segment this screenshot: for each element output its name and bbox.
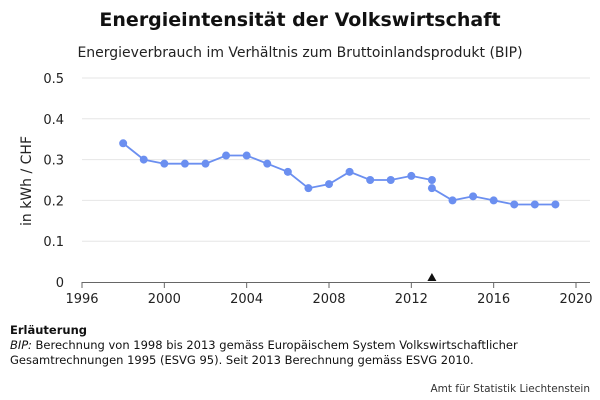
x-tick-label: 2004 (230, 292, 263, 307)
notes-term: BIP: (10, 338, 32, 352)
chart-title: Energieintensität der Volkswirtschaft (99, 9, 500, 31)
data-point (530, 200, 539, 209)
series-line (122, 142, 433, 190)
y-tick-label: 0 (56, 276, 64, 291)
break-marker (427, 273, 437, 281)
data-point (469, 192, 478, 201)
data-point (160, 159, 169, 168)
grid-lines (82, 77, 590, 242)
data-point (386, 176, 395, 184)
data-point (325, 180, 333, 189)
data-point (119, 139, 128, 148)
x-tick-label: 2008 (312, 292, 345, 307)
data-point (366, 176, 375, 184)
data-point (448, 196, 457, 205)
data-point (201, 159, 210, 168)
x-tick-label: 1996 (65, 292, 98, 307)
data-point (242, 151, 251, 160)
y-tick-label: 0.3 (43, 154, 64, 169)
notes-heading: Erläuterung (10, 323, 87, 337)
y-axis-label: in kWh / CHF (19, 136, 35, 226)
y-tick-label: 0.2 (43, 194, 64, 209)
y-tick-label: 0.1 (43, 235, 64, 250)
data-point (427, 184, 436, 193)
data-point (489, 196, 498, 205)
data-point (283, 167, 292, 176)
y-tick-label: 0.4 (43, 113, 64, 128)
data-point (407, 171, 416, 180)
data-point (263, 159, 272, 168)
x-tick-label: 2000 (148, 292, 181, 307)
series-group (119, 139, 560, 209)
x-axis: 1996 2000 2004 2008 2012 2016 2020 (65, 282, 593, 307)
x-tick-label: 2020 (559, 292, 592, 307)
y-axis: 0 0.1 0.2 0.3 0.4 0.5 (43, 72, 64, 291)
x-tick-label: 2012 (395, 292, 428, 307)
y-tick-label: 0.5 (43, 72, 64, 87)
notes-text: Berechnung von 1998 bis 2013 gemäss Euro… (10, 338, 518, 367)
x-tick-label: 2016 (477, 292, 510, 307)
notes: Erläuterung BIP: Berechnung von 1998 bis… (10, 323, 590, 368)
break-marker-triangle (427, 273, 437, 281)
data-point (427, 176, 436, 184)
data-point (345, 167, 354, 176)
data-point (180, 159, 189, 168)
source-credit: Amt für Statistik Liechtenstein (430, 383, 590, 395)
chart-subtitle: Energieverbrauch im Verhältnis zum Brutt… (77, 45, 522, 61)
data-point (222, 151, 231, 160)
data-point (510, 200, 519, 209)
data-point (304, 184, 313, 193)
data-point (139, 155, 148, 164)
data-point (551, 200, 560, 209)
